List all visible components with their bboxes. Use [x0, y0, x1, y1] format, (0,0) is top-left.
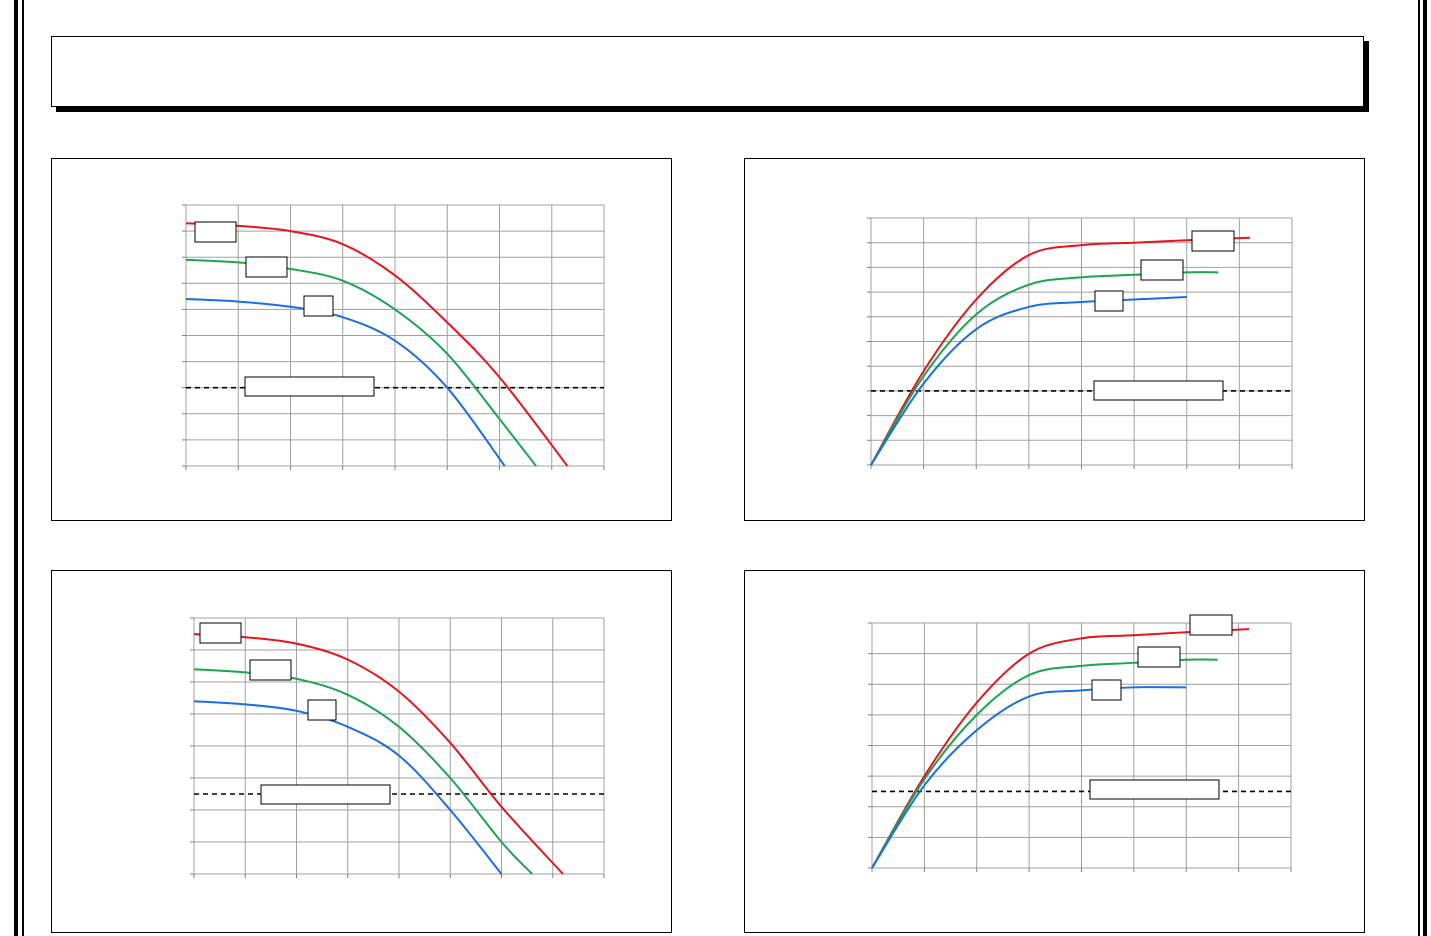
chart-panel-bottom-left — [51, 570, 672, 933]
frame-border-right-inner — [1418, 0, 1420, 936]
frame-border-left-outer — [14, 0, 18, 936]
chart-panel-top-right — [744, 158, 1365, 521]
frame-border-left-inner — [22, 0, 24, 936]
frame-border-right-outer — [1423, 0, 1427, 936]
title-banner — [51, 36, 1364, 107]
chart-panel-bottom-right — [744, 570, 1365, 933]
chart-panel-top-left — [51, 158, 672, 521]
